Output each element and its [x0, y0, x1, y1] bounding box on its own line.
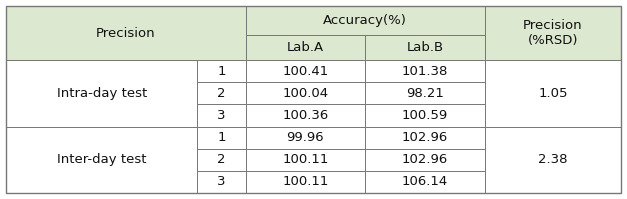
- Bar: [197, 171, 246, 193]
- Text: Lab.A: Lab.A: [287, 41, 324, 54]
- Bar: [246, 82, 366, 104]
- Bar: [366, 60, 485, 82]
- Bar: [485, 127, 621, 193]
- Text: 99.96: 99.96: [287, 131, 324, 144]
- Bar: [246, 149, 366, 171]
- Text: 1: 1: [217, 131, 226, 144]
- Bar: [485, 60, 621, 127]
- Bar: [246, 104, 366, 127]
- Bar: [246, 60, 366, 82]
- Text: 100.41: 100.41: [282, 65, 329, 78]
- Bar: [6, 6, 246, 60]
- Text: Intra-day test: Intra-day test: [56, 87, 147, 100]
- Bar: [366, 127, 485, 149]
- Text: 3: 3: [217, 176, 226, 188]
- Text: 1: 1: [217, 65, 226, 78]
- Bar: [485, 6, 621, 60]
- Bar: [366, 149, 485, 171]
- Bar: [197, 82, 246, 104]
- Bar: [197, 60, 246, 82]
- Bar: [366, 82, 485, 104]
- Text: 98.21: 98.21: [406, 87, 444, 100]
- Bar: [366, 171, 485, 193]
- Text: 100.36: 100.36: [282, 109, 329, 122]
- Text: 102.96: 102.96: [402, 153, 448, 166]
- Text: 2: 2: [217, 153, 226, 166]
- Text: Precision: Precision: [96, 27, 155, 40]
- Bar: [366, 104, 485, 127]
- Bar: [197, 149, 246, 171]
- Text: 100.11: 100.11: [282, 153, 329, 166]
- Text: 101.38: 101.38: [402, 65, 448, 78]
- Bar: [246, 6, 485, 35]
- Text: 100.04: 100.04: [282, 87, 329, 100]
- Text: 3: 3: [217, 109, 226, 122]
- Bar: [6, 60, 197, 127]
- Text: 102.96: 102.96: [402, 131, 448, 144]
- Text: 100.11: 100.11: [282, 176, 329, 188]
- Bar: [246, 171, 366, 193]
- Text: 1.05: 1.05: [538, 87, 567, 100]
- Bar: [246, 127, 366, 149]
- Bar: [197, 104, 246, 127]
- Text: Precision
(%RSD): Precision (%RSD): [523, 19, 582, 47]
- Text: 106.14: 106.14: [402, 176, 448, 188]
- Bar: [6, 127, 197, 193]
- Text: Lab.B: Lab.B: [406, 41, 444, 54]
- Text: 2: 2: [217, 87, 226, 100]
- Text: 2.38: 2.38: [538, 153, 567, 166]
- Bar: [197, 127, 246, 149]
- Text: 100.59: 100.59: [402, 109, 448, 122]
- Bar: [366, 35, 485, 60]
- Bar: [246, 35, 366, 60]
- Text: Inter-day test: Inter-day test: [57, 153, 147, 166]
- Text: Accuracy(%): Accuracy(%): [324, 14, 407, 27]
